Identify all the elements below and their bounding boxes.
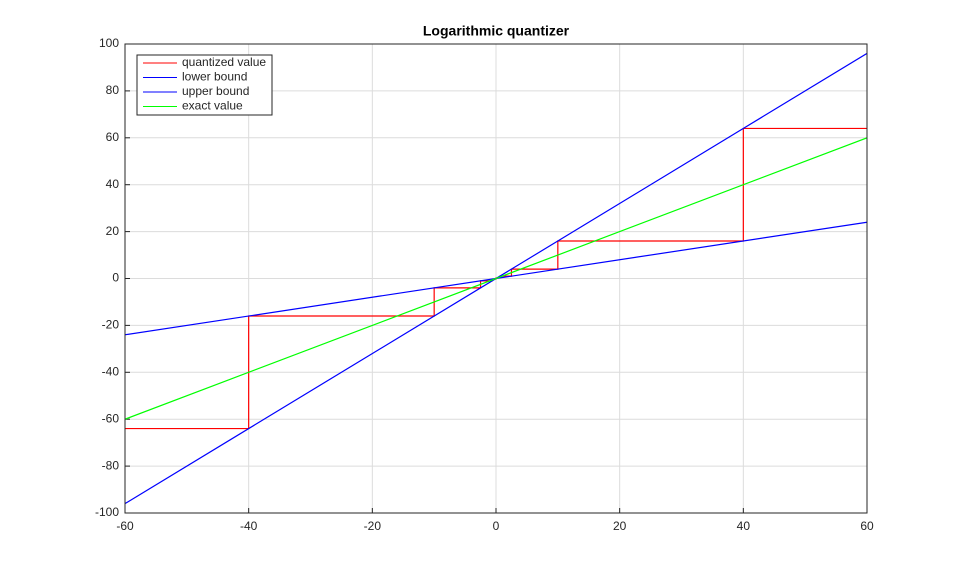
y-tick-label: 0: [112, 271, 119, 285]
y-tick-label: -40: [102, 364, 120, 378]
y-tick-label: -80: [102, 458, 120, 472]
x-tick-label: -60: [116, 519, 134, 533]
y-tick-label: -20: [102, 318, 120, 332]
y-tick-label: 100: [99, 36, 119, 50]
legend-box: [136, 54, 273, 116]
y-tick-label: 80: [106, 83, 120, 97]
x-tick-label: 60: [860, 519, 874, 533]
x-tick-label: 20: [613, 519, 627, 533]
x-tick-label: 40: [737, 519, 751, 533]
legend-label: exact value: [182, 99, 243, 113]
x-tick-label: 0: [493, 519, 500, 533]
axes-box: [124, 43, 868, 514]
y-tick-label: 60: [106, 130, 120, 144]
chart-title: Logarithmic quantizer: [423, 23, 570, 39]
y-tick-label: 20: [106, 224, 120, 238]
y-tick-label: -100: [95, 505, 119, 519]
series-line: [125, 137, 867, 420]
x-tick-label: -40: [240, 519, 258, 533]
x-tick-label: -20: [364, 519, 382, 533]
y-tick-label: 40: [106, 177, 120, 191]
y-tick-label: -60: [102, 411, 120, 425]
legend-label: lower bound: [182, 70, 247, 84]
legend-label: quantized value: [182, 55, 266, 69]
legend-label: upper bound: [182, 84, 249, 98]
